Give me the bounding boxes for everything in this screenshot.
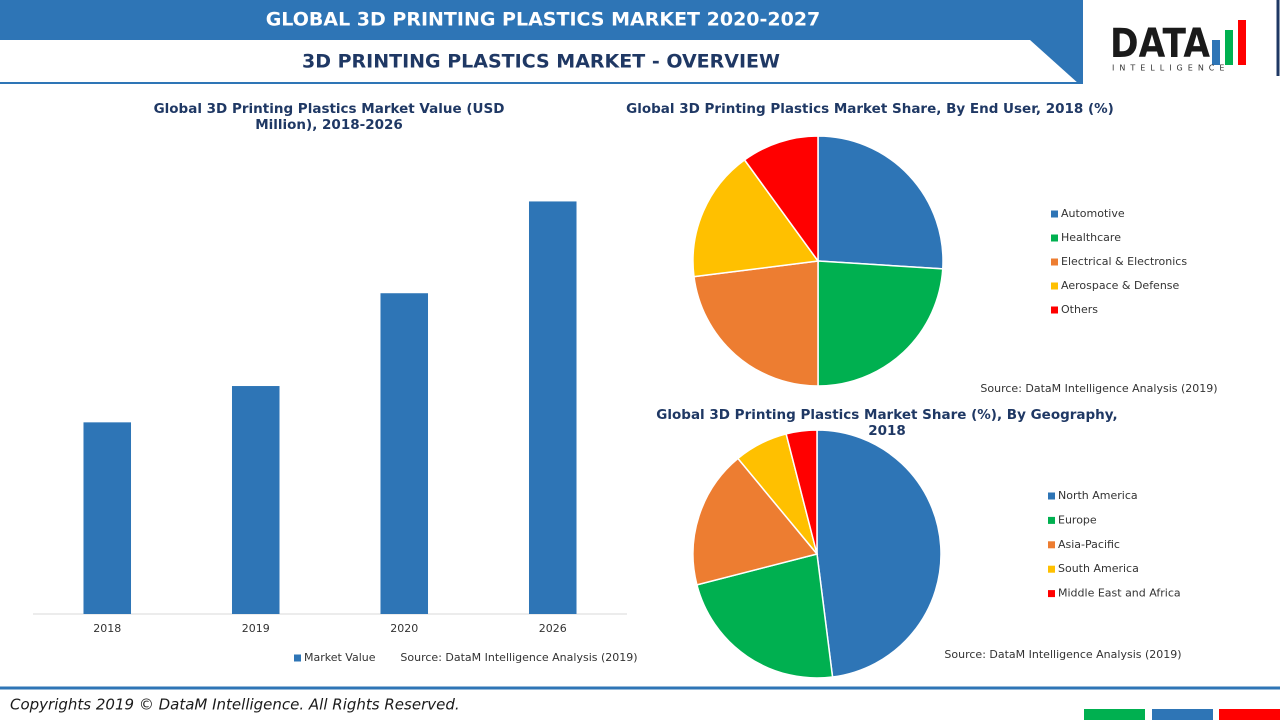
legend-swatch [1051,210,1058,218]
source: Source: DataM Intelligence Analysis (201… [944,648,1181,661]
pie-slice [693,260,819,387]
x-tick-label: 2018 [93,622,121,635]
legend-swatch [1051,306,1058,314]
legend-label: Automotive [1061,207,1125,220]
pie-slice [743,135,819,264]
legend-swatch [1048,565,1055,573]
pie-slice [695,553,834,679]
bar [380,293,429,614]
legend-swatch [294,654,301,662]
legend-label: Market Value [304,651,376,664]
legend-swatch [1051,258,1058,266]
legend-label: Others [1061,303,1098,316]
pie-slice [692,457,819,586]
x-tick-label: 2019 [242,622,270,635]
legend-swatch [1048,516,1055,524]
x-tick-label: 2026 [539,622,567,635]
pie-slice [817,260,944,387]
pie-slice [692,158,820,278]
legend-swatch [1051,234,1058,242]
footer-bar [1219,709,1280,720]
legend-swatch [1048,590,1055,598]
header-corner [1030,40,1083,84]
copyright: Copyrights 2019 © DataM Intelligence. Al… [10,696,460,714]
legend-label: Electrical & Electronics [1061,255,1187,268]
legend-label: Middle East and Africa [1058,587,1181,600]
logo-tagline: INTELLIGENCE [1112,64,1229,73]
header-title: GLOBAL 3D PRINTING PLASTICS MARKET 2020-… [266,9,821,31]
pie-slice [817,135,944,270]
legend-swatch [1048,541,1055,549]
legend-label: Healthcare [1061,231,1121,244]
chart-title: Global 3D Printing Plastics Market Value… [153,101,505,133]
x-tick-label: 2020 [390,622,418,635]
source: Source: DataM Intelligence Analysis (201… [400,651,637,664]
chart-title: Global 3D Printing Plastics Market Share… [626,101,1114,117]
logo-bar [1212,40,1220,65]
legend-label: South America [1058,562,1139,575]
pie-slice [785,429,818,555]
header-bar [0,0,1083,40]
logo-bar [1238,20,1246,65]
pie-slice [816,429,942,678]
header-subtitle: 3D PRINTING PLASTICS MARKET - OVERVIEW [302,51,780,73]
bar [231,386,280,614]
bar [83,422,132,614]
logo-bar [1225,30,1233,65]
chart-title: Global 3D Printing Plastics Market Share… [656,407,1118,439]
legend-label: Aerospace & Defense [1061,279,1180,292]
logo-text: DATA [1110,21,1210,67]
legend-label: Asia-Pacific [1058,538,1120,551]
legend-swatch [1051,282,1058,290]
footer-bar [1084,709,1145,720]
footer-bar [1152,709,1213,720]
legend-label: Europe [1058,513,1097,526]
source: Source: DataM Intelligence Analysis (201… [980,382,1217,395]
bar [528,201,577,614]
legend-swatch [1048,492,1055,500]
legend-label: North America [1058,489,1138,502]
